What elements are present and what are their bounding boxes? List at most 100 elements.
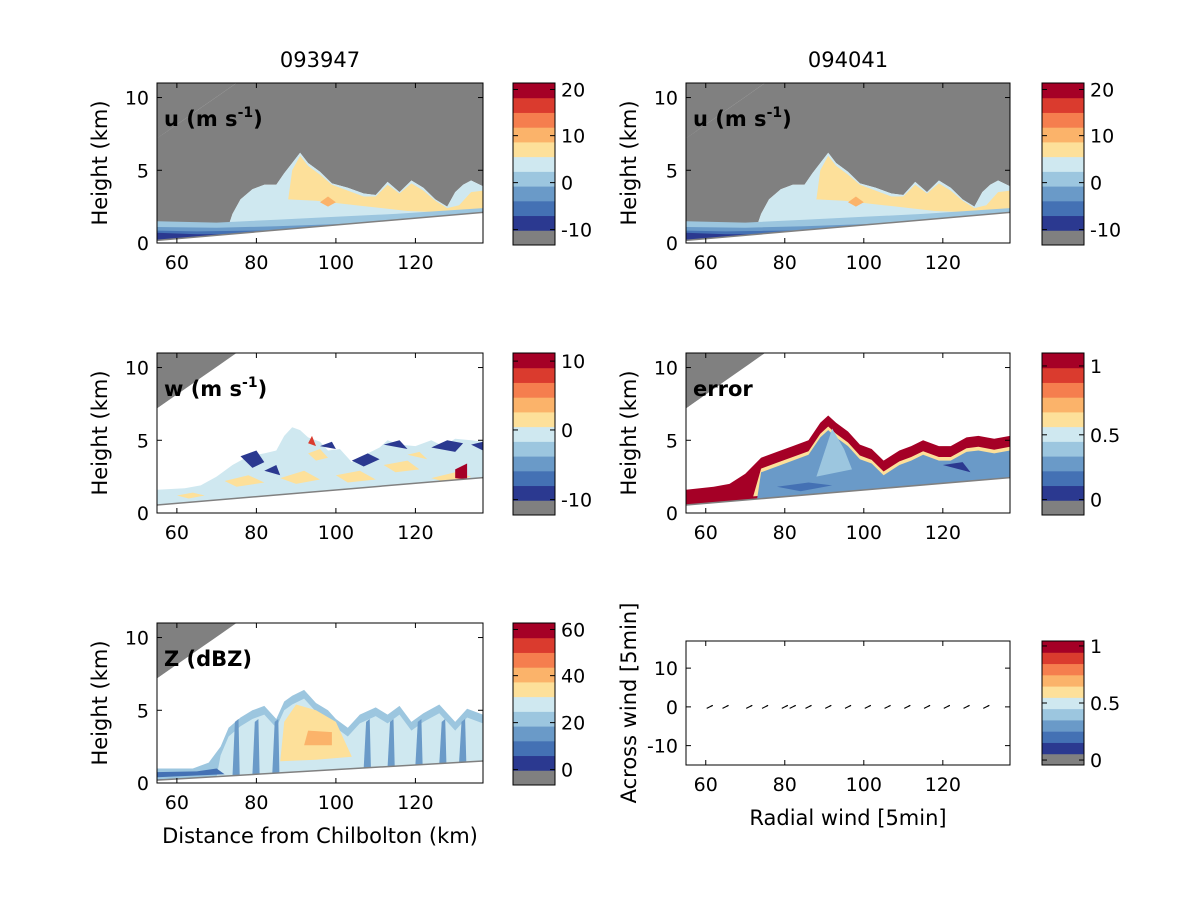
x-tick-label: 80 [773,252,797,274]
colorbar-swatch [1042,83,1084,99]
x-tick-label: 100 [846,774,882,796]
colorbar-tick-label: 0.5 [1090,693,1120,715]
colorbar-swatch [513,755,555,771]
colorbar-swatch [1042,753,1084,766]
colorbar-swatch [1042,742,1084,755]
w-strong-updraft [455,463,468,480]
x-axis-label: Distance from Chilbolton (km) [162,824,478,848]
x-tick-label: 100 [318,792,354,814]
colorbar-swatch [513,156,555,172]
x-tick-label: 100 [846,522,882,544]
colorbar-swatch [1042,485,1084,501]
colorbar-swatch [513,623,555,639]
y-axis-label: Height (km) [617,370,641,495]
Z-streak-4 [387,719,395,767]
colorbar-swatch [1042,500,1084,516]
colorbar-tick-label: 40 [561,666,585,688]
colorbar-tick-label: -10 [561,490,592,512]
axes-frame [685,352,1011,514]
colorbar-swatch [513,470,555,487]
x-tick-label: 120 [925,522,961,544]
y-axis-label: Height (km) [88,370,112,495]
axes-frame [685,82,1011,244]
colorbar-swatch [1042,156,1084,172]
colorbar-tick-label: 20 [1090,79,1114,101]
y-tick-label: 10 [654,658,678,680]
axes-frame [685,640,1011,766]
colorbar-swatch [1042,719,1084,732]
x-tick-label: 80 [773,522,797,544]
x-tick-label: 100 [318,252,354,274]
x-tick-label: 60 [694,522,718,544]
colorbar-swatch [1042,674,1084,687]
colorbar-swatch [1042,708,1084,721]
y-tick-label: 0 [137,503,149,525]
colorbar-swatch [513,696,555,712]
colorbar-tick-label: 10 [561,351,585,373]
colorbar-tick-label: 10 [1090,126,1114,148]
plot-area [157,83,483,243]
w-downdraft-0 [240,450,265,468]
ground-line [157,760,483,781]
colorbar-swatch [513,485,555,501]
colorbar-swatch [513,200,555,217]
colorbar-swatch [1042,652,1084,665]
w-updraft-4 [383,460,420,473]
x-tick-label: 60 [165,252,189,274]
u-field-positive [288,155,483,213]
y-tick-label: 0 [666,233,678,255]
x-tick-label: 80 [244,792,268,814]
w-updraft-2 [280,470,320,484]
colorbar: 10 0 -10 [512,351,592,516]
colorbar-swatch [513,382,555,398]
colorbar-tick-label: 20 [561,713,585,735]
y-tick-label: 10 [125,628,149,650]
grey-fill [157,83,483,230]
colorbar-tick-label: 0 [561,420,573,442]
x-tick-label: 120 [397,522,433,544]
plot-area [157,353,483,513]
colorbar-swatch [513,83,555,99]
y-axis-label: Across wind [5min] [617,603,641,804]
Z-streak-7 [459,719,467,763]
colorbar-swatch [1042,353,1084,369]
x-tick-label: 120 [925,252,961,274]
colorbar-swatch [513,112,555,128]
colorbar: 20 10 0 -10 [512,79,592,246]
ground-line [157,476,483,506]
error-low-core [816,428,852,477]
y-tick-label: 0 [137,773,149,795]
colorbar-swatch [513,397,555,413]
colorbar-tick-label: 1 [1090,636,1102,658]
colorbar-swatch [1042,127,1084,143]
colorbar-swatch [1042,230,1084,246]
colorbar-swatch [1042,697,1084,710]
colorbar-swatch [513,411,555,428]
x-tick-label: 80 [244,252,268,274]
colorbar-swatch [513,141,555,158]
colorbar-swatch [513,230,555,246]
Z-streak-0 [232,719,240,776]
colorbar-swatch [513,97,555,113]
colorbar: 10.50 [1041,352,1120,516]
y-tick-label: 0 [137,233,149,255]
colorbar-swatch [1042,456,1084,472]
w-downdraft-4 [431,440,464,452]
plot-area [686,353,1010,513]
Z-streak-6 [439,719,447,764]
Z-field-heavy [304,730,332,746]
y-tick-label: 10 [654,358,678,380]
w-updraft-7 [407,451,428,460]
colorbar-tick-label: 0 [561,173,573,195]
ground-line [686,476,1010,506]
colorbar-swatch [513,456,555,472]
panel-variable-label: w (m s-1) [164,375,267,401]
Z-streak-5 [415,719,423,765]
colorbar-swatch [513,681,555,698]
x-tick-label: 60 [165,792,189,814]
colorbar-swatch [513,637,555,653]
